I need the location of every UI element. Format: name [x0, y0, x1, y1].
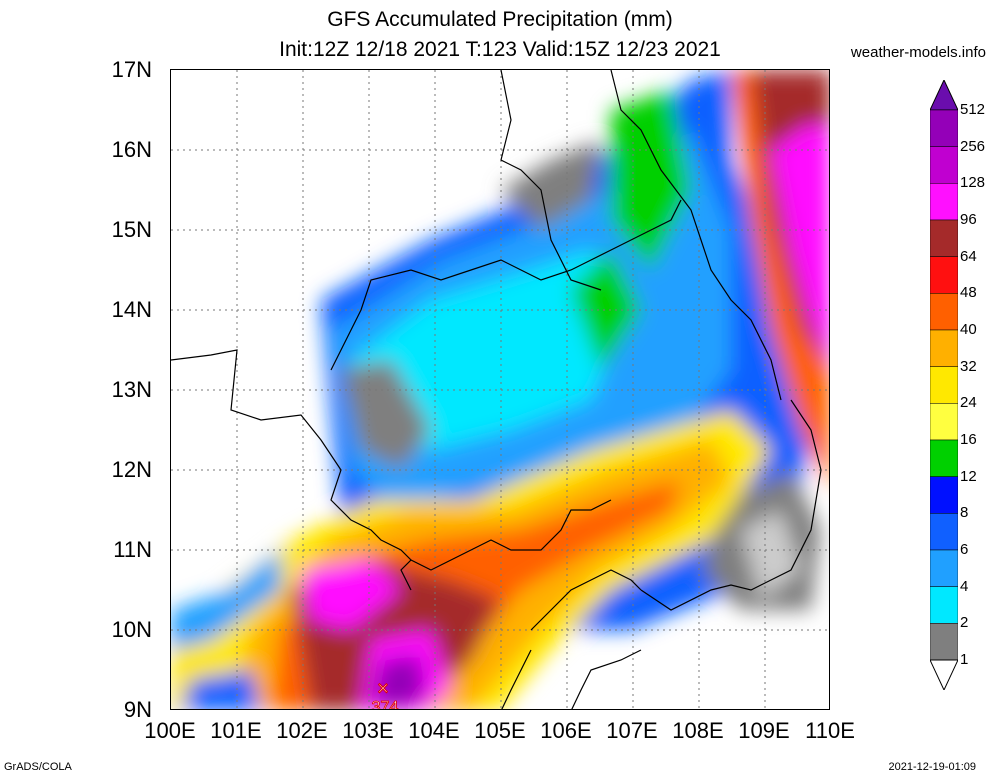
- legend-swatch: [930, 80, 958, 111]
- legend-swatch: [930, 219, 958, 257]
- lon-label: 109E: [738, 718, 790, 743]
- lon-label: 101E: [210, 718, 262, 743]
- legend-label: 64: [960, 247, 977, 265]
- legend-swatch: [930, 549, 958, 587]
- legend-label: 512: [960, 101, 986, 118]
- footer-software: GrADS/COLA: [4, 761, 72, 773]
- legend-swatch: [930, 623, 958, 661]
- legend-label: 24: [960, 394, 977, 412]
- legend-label: 4: [960, 577, 969, 595]
- legend-label: 48: [960, 284, 977, 302]
- max-marker-symbol: ×: [377, 678, 389, 700]
- legend-label: 40: [960, 321, 977, 338]
- lon-label: 102E: [276, 718, 328, 743]
- legend-label: 256: [960, 137, 986, 155]
- max-marker-value: 374: [372, 699, 399, 710]
- legend-label: 16: [960, 431, 977, 448]
- legend-swatch: [930, 403, 958, 441]
- legend-swatch: [930, 513, 958, 551]
- lon-label: 105E: [474, 718, 526, 743]
- legend-swatch: [930, 329, 958, 367]
- lon-label: 108E: [672, 718, 724, 743]
- lat-label: 16N: [111, 137, 152, 162]
- lat-label: 10N: [111, 617, 152, 642]
- legend-swatch: [930, 366, 958, 404]
- lon-label: 103E: [342, 718, 394, 743]
- legend-label: 12: [960, 467, 977, 485]
- lat-label: 14N: [111, 297, 152, 322]
- legend-swatch: [930, 256, 958, 294]
- lon-label: 106E: [540, 718, 592, 743]
- footer-timestamp: 2021-12-19-01:09: [888, 761, 976, 773]
- precip-field: [171, 70, 829, 709]
- lat-label: 15N: [111, 217, 152, 242]
- lat-label: 17N: [111, 57, 152, 82]
- legend-label: 32: [960, 357, 977, 375]
- lat-label: 12N: [111, 457, 152, 482]
- legend-swatch: [930, 586, 958, 624]
- country-borders: [171, 70, 822, 709]
- lat-label: 9N: [123, 697, 152, 722]
- lon-label: 107E: [606, 718, 658, 743]
- legend-label: 8: [960, 504, 969, 522]
- legend-label: 2: [960, 614, 969, 632]
- legend-swatch: [930, 659, 958, 690]
- legend-label: 96: [960, 211, 977, 228]
- legend-swatch: [930, 146, 958, 184]
- legend-swatch: [930, 476, 958, 514]
- legend-label: 1: [960, 651, 969, 668]
- legend-swatch: [930, 183, 958, 221]
- legend-swatch: [930, 439, 958, 477]
- legend-label: 128: [960, 174, 986, 192]
- legend-label: 6: [960, 541, 969, 558]
- lon-label: 100E: [144, 718, 196, 743]
- legend-swatch: [930, 109, 958, 147]
- max-precip-marker: × 374: [371, 678, 399, 710]
- map-subtitle: Init:12Z 12/18 2021 T:123 Valid:15Z 12/2…: [279, 38, 721, 61]
- lat-label: 13N: [111, 377, 152, 402]
- lon-label: 104E: [408, 718, 460, 743]
- site-credit: weather-models.info: [850, 44, 986, 61]
- precipitation-map: × 374: [170, 69, 830, 710]
- map-title: GFS Accumulated Precipitation (mm): [327, 8, 673, 31]
- legend-swatch: [930, 293, 958, 331]
- lat-label: 11N: [113, 537, 152, 562]
- map-svg: × 374: [171, 70, 829, 710]
- lon-label: 110E: [805, 718, 855, 743]
- color-legend-bar: [930, 80, 958, 690]
- graticule: [171, 70, 829, 709]
